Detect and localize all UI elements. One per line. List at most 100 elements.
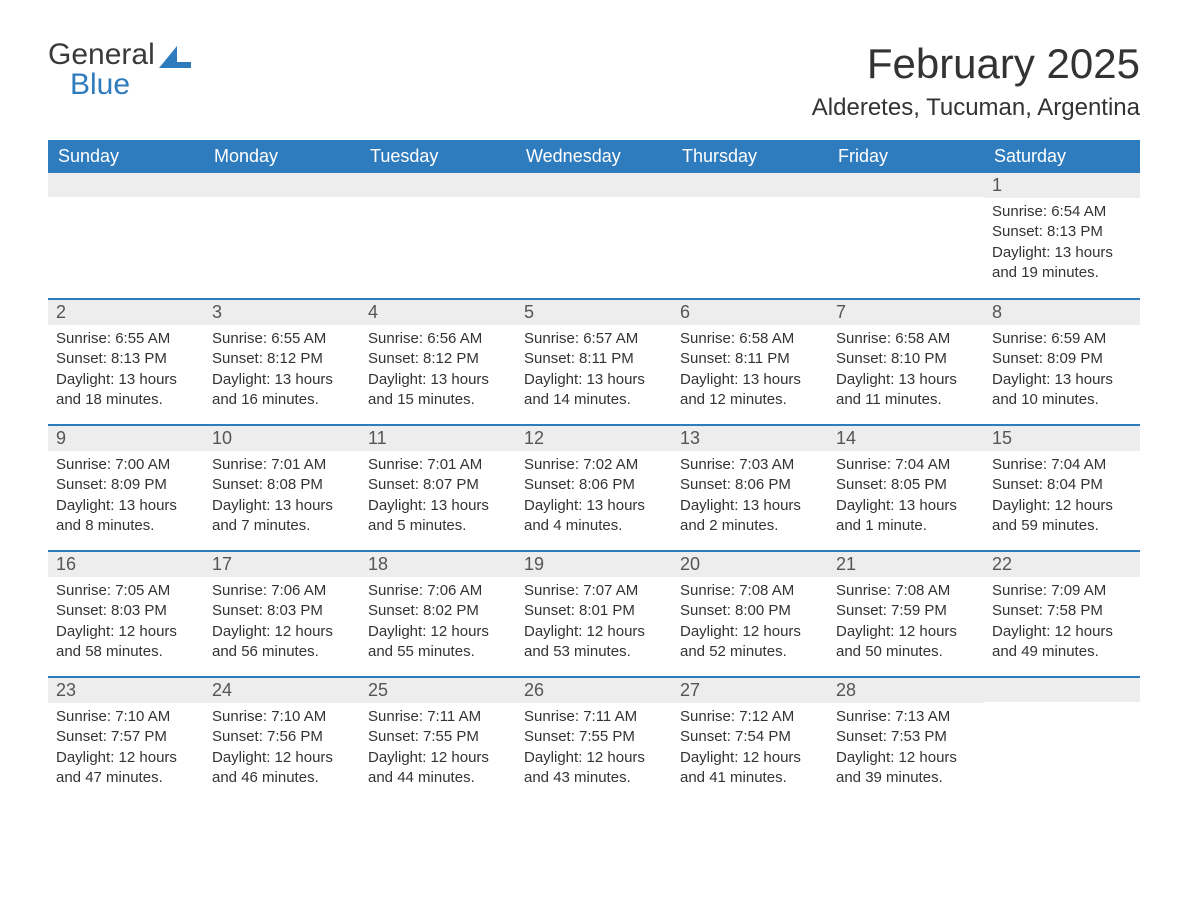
day-details: Sunrise: 7:04 AMSunset: 8:05 PMDaylight:… [828,451,984,546]
day-details: Sunrise: 7:11 AMSunset: 7:55 PMDaylight:… [360,703,516,798]
sunset-text: Sunset: 8:08 PM [212,475,352,495]
sunrise-text: Sunrise: 7:08 AM [836,581,976,601]
day-cell [672,173,828,299]
day-number: 19 [516,552,672,577]
sunrise-text: Sunrise: 6:54 AM [992,202,1132,222]
day-cell: 3Sunrise: 6:55 AMSunset: 8:12 PMDaylight… [204,299,360,425]
day-cell: 18Sunrise: 7:06 AMSunset: 8:02 PMDayligh… [360,551,516,677]
day-cell: 7Sunrise: 6:58 AMSunset: 8:10 PMDaylight… [828,299,984,425]
day-cell: 9Sunrise: 7:00 AMSunset: 8:09 PMDaylight… [48,425,204,551]
sunrise-text: Sunrise: 7:13 AM [836,707,976,727]
daylight-text: Daylight: 12 hours and 56 minutes. [212,622,352,663]
day-details: Sunrise: 7:06 AMSunset: 8:03 PMDaylight:… [204,577,360,672]
sunset-text: Sunset: 8:12 PM [368,349,508,369]
sunset-text: Sunset: 7:56 PM [212,727,352,747]
sunset-text: Sunset: 7:57 PM [56,727,196,747]
daylight-text: Daylight: 12 hours and 53 minutes. [524,622,664,663]
day-details: Sunrise: 7:11 AMSunset: 7:55 PMDaylight:… [516,703,672,798]
week-row: 9Sunrise: 7:00 AMSunset: 8:09 PMDaylight… [48,425,1140,551]
day-number: 26 [516,678,672,703]
sunrise-text: Sunrise: 7:05 AM [56,581,196,601]
day-details: Sunrise: 6:57 AMSunset: 8:11 PMDaylight:… [516,325,672,420]
day-cell: 19Sunrise: 7:07 AMSunset: 8:01 PMDayligh… [516,551,672,677]
sunset-text: Sunset: 8:06 PM [524,475,664,495]
day-number: 18 [360,552,516,577]
day-cell: 24Sunrise: 7:10 AMSunset: 7:56 PMDayligh… [204,677,360,803]
sunrise-text: Sunrise: 6:55 AM [56,329,196,349]
day-cell: 12 Sunrise: 7:02 AMSunset: 8:06 PMDayligh… [516,425,672,551]
day-cell: 15Sunrise: 7:04 AMSunset: 8:04 PMDayligh… [984,425,1140,551]
day-cell: 25Sunrise: 7:11 AMSunset: 7:55 PMDayligh… [360,677,516,803]
sunrise-text: Sunrise: 7:00 AM [56,455,196,475]
brand-text: General Blue [48,40,191,100]
day-details: Sunrise: 7:13 AMSunset: 7:53 PMDaylight:… [828,703,984,798]
location: Alderetes, Tucuman, Argentina [812,94,1140,122]
day-number: 1 [984,173,1140,198]
week-row: 2Sunrise: 6:55 AMSunset: 8:13 PMDaylight… [48,299,1140,425]
day-number: 27 [672,678,828,703]
sunrise-text: Sunrise: 6:57 AM [524,329,664,349]
day-number: 22 [984,552,1140,577]
sunset-text: Sunset: 8:07 PM [368,475,508,495]
weekday-header: Monday [204,140,360,173]
sunset-text: Sunset: 8:04 PM [992,475,1132,495]
sunrise-text: Sunrise: 6:55 AM [212,329,352,349]
day-details: Sunrise: 7:00 AMSunset: 8:09 PMDaylight:… [48,451,204,546]
daylight-text: Daylight: 12 hours and 46 minutes. [212,748,352,789]
day-details: Sunrise: 6:55 AMSunset: 8:13 PMDaylight:… [48,325,204,420]
daylight-text: Daylight: 12 hours and 49 minutes. [992,622,1132,663]
sunset-text: Sunset: 7:55 PM [368,727,508,747]
day-number: 3 [204,300,360,325]
day-cell [516,173,672,299]
daylight-text: Daylight: 12 hours and 50 minutes. [836,622,976,663]
day-number: 12 [516,426,672,451]
daylight-text: Daylight: 13 hours and 16 minutes. [212,370,352,411]
day-cell: 5Sunrise: 6:57 AMSunset: 8:11 PMDaylight… [516,299,672,425]
daylight-text: Daylight: 12 hours and 39 minutes. [836,748,976,789]
day-cell: 22Sunrise: 7:09 AMSunset: 7:58 PMDayligh… [984,551,1140,677]
daylight-text: Daylight: 12 hours and 55 minutes. [368,622,508,663]
sunrise-text: Sunrise: 6:56 AM [368,329,508,349]
sunrise-text: Sunrise: 7:08 AM [680,581,820,601]
daylight-text: Daylight: 13 hours and 7 minutes. [212,496,352,537]
day-cell [828,173,984,299]
daylight-text: Daylight: 12 hours and 41 minutes. [680,748,820,789]
empty-day [360,173,516,197]
day-number: 20 [672,552,828,577]
daylight-text: Daylight: 12 hours and 59 minutes. [992,496,1132,537]
sunset-text: Sunset: 8:03 PM [56,601,196,621]
day-number: 13 [672,426,828,451]
daylight-text: Daylight: 13 hours and 2 minutes. [680,496,820,537]
month-title: February 2025 [812,40,1140,88]
sunrise-text: Sunrise: 7:04 AM [836,455,976,475]
day-cell: 13Sunrise: 7:03 AMSunset: 8:06 PMDayligh… [672,425,828,551]
day-cell: 21Sunrise: 7:08 AMSunset: 7:59 PMDayligh… [828,551,984,677]
calendar: Sunday Monday Tuesday Wednesday Thursday… [48,140,1140,803]
empty-day [828,173,984,197]
daylight-text: Daylight: 12 hours and 52 minutes. [680,622,820,663]
day-cell: 17Sunrise: 7:06 AMSunset: 8:03 PMDayligh… [204,551,360,677]
sunset-text: Sunset: 7:55 PM [524,727,664,747]
weekday-header: Tuesday [360,140,516,173]
day-cell: 20 Sunrise: 7:08 AMSunset: 8:00 PMDayligh… [672,551,828,677]
day-cell [360,173,516,299]
daylight-text: Daylight: 13 hours and 15 minutes. [368,370,508,411]
daylight-text: Daylight: 13 hours and 14 minutes. [524,370,664,411]
day-cell [48,173,204,299]
day-details: Sunrise: 7:06 AMSunset: 8:02 PMDaylight:… [360,577,516,672]
day-number: 23 [48,678,204,703]
sunrise-text: Sunrise: 7:02 AM [524,455,664,475]
daylight-text: Daylight: 13 hours and 4 minutes. [524,496,664,537]
day-details: Sunrise: 6:54 AMSunset: 8:13 PMDaylight:… [984,198,1140,293]
day-number: 8 [984,300,1140,325]
sunset-text: Sunset: 8:11 PM [680,349,820,369]
sunset-text: Sunset: 8:00 PM [680,601,820,621]
sunrise-text: Sunrise: 7:10 AM [212,707,352,727]
week-row: 1Sunrise: 6:54 AMSunset: 8:13 PMDaylight… [48,173,1140,299]
weekday-header: Thursday [672,140,828,173]
day-details: Sunrise: 7:08 AMSunset: 7:59 PMDaylight:… [828,577,984,672]
day-number: 11 [360,426,516,451]
weekday-header: Wednesday [516,140,672,173]
day-number: 4 [360,300,516,325]
daylight-text: Daylight: 12 hours and 43 minutes. [524,748,664,789]
